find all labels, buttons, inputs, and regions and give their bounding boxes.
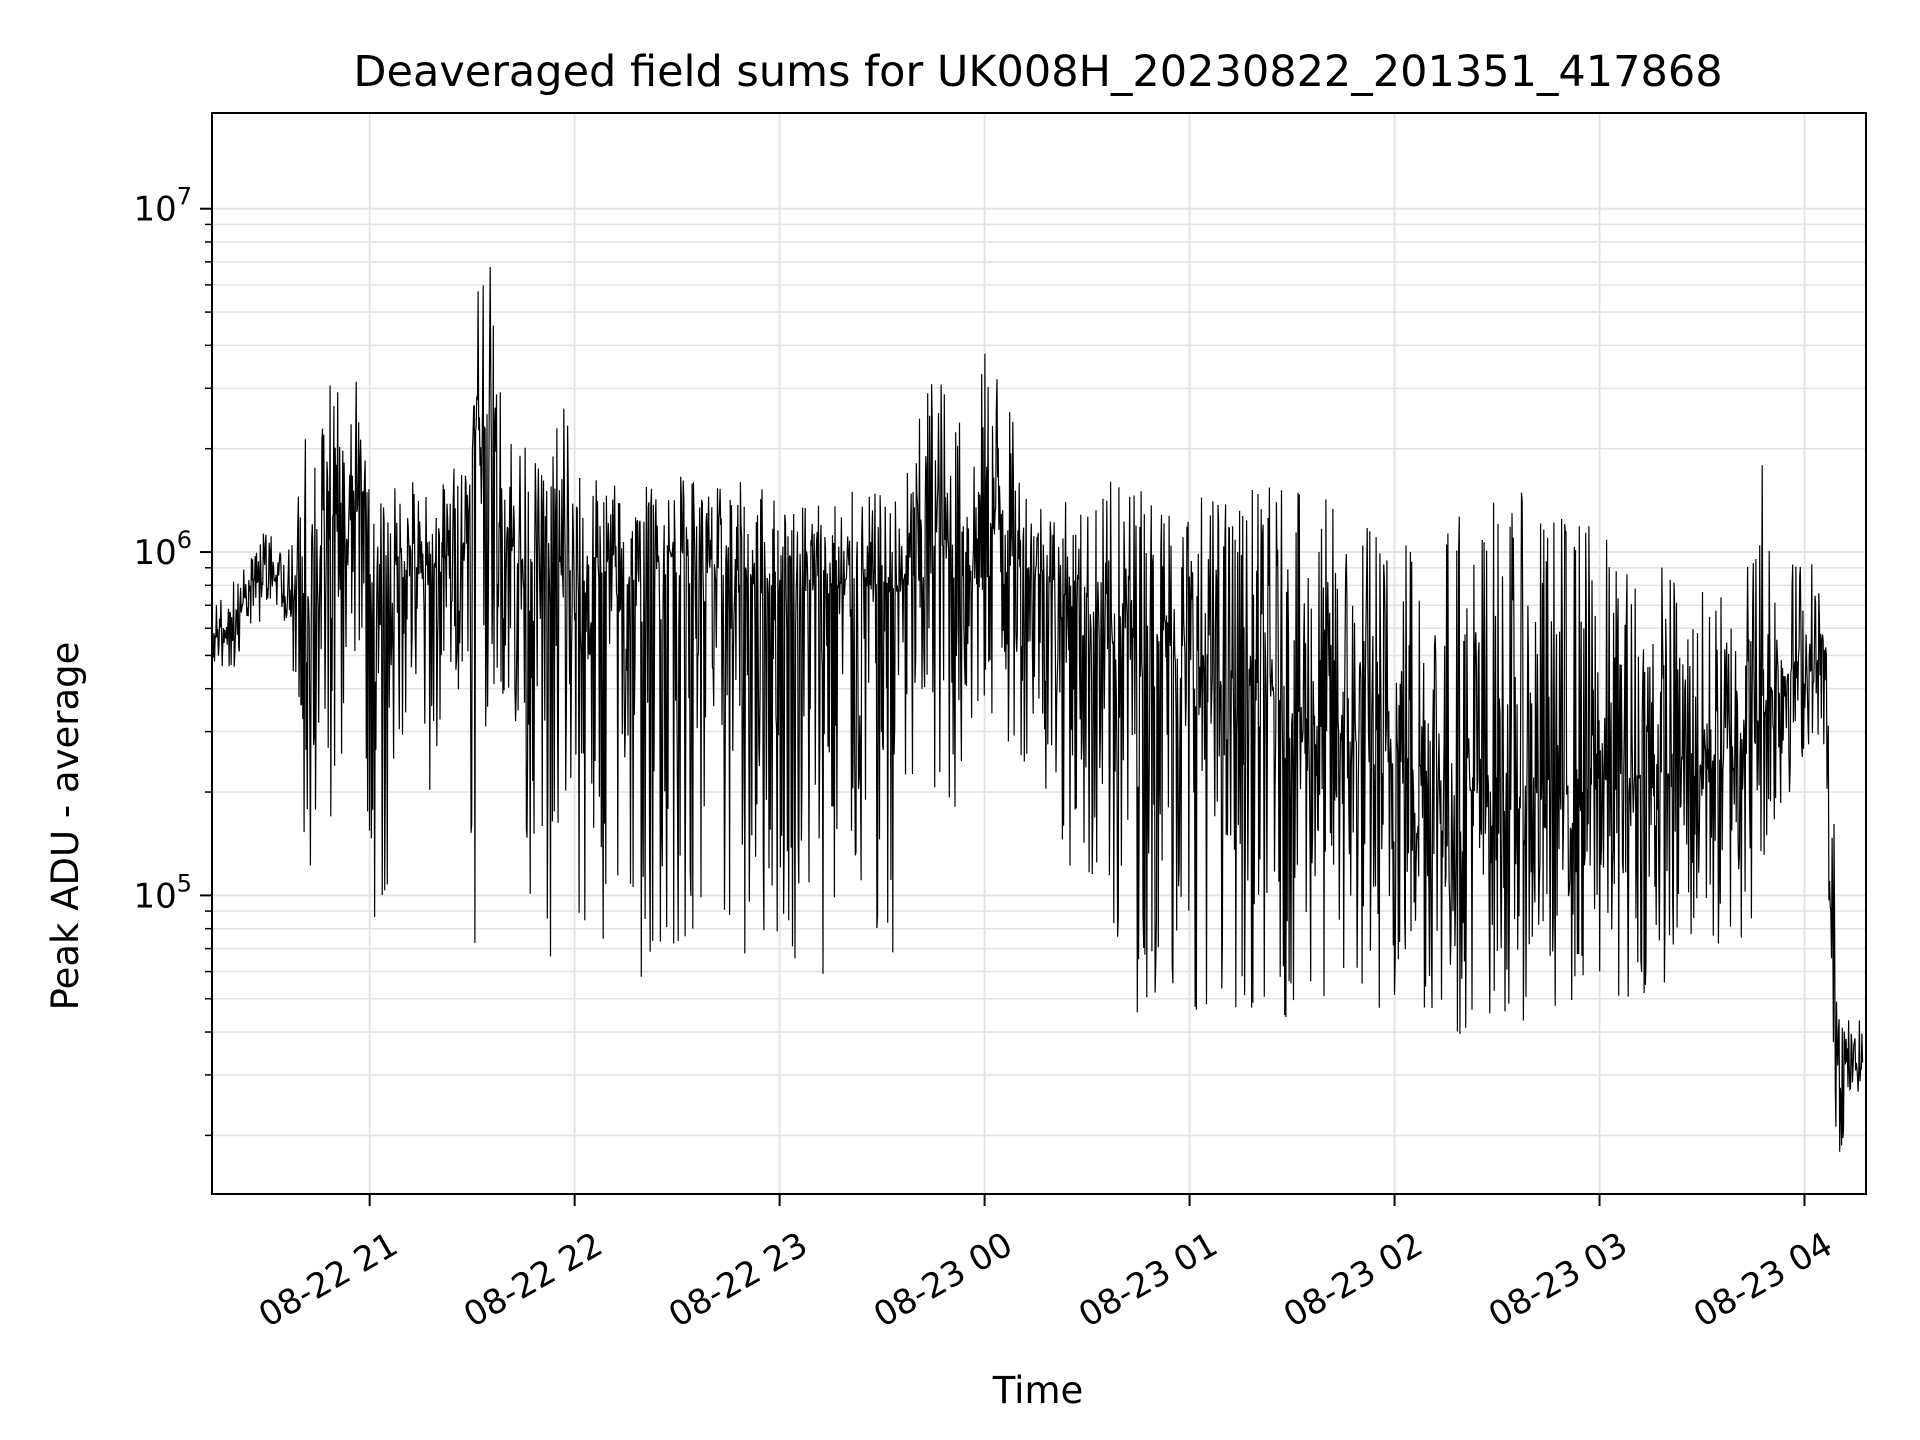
series-line <box>211 266 1864 1152</box>
y-tick-label: 105 <box>133 869 192 916</box>
chart-title: Deaveraged field sums for UK008H_2023082… <box>353 47 1722 97</box>
y-tick-label: 106 <box>133 526 192 573</box>
x-axis-label: Time <box>992 1369 1084 1412</box>
y-axis-ticks: 105 106 107 <box>133 183 212 1137</box>
plot-area <box>211 266 1864 1152</box>
y-tick-label: 107 <box>133 183 192 230</box>
plot-frame <box>211 112 1867 1195</box>
y-axis-label: Peak ADU - average <box>44 642 87 1011</box>
